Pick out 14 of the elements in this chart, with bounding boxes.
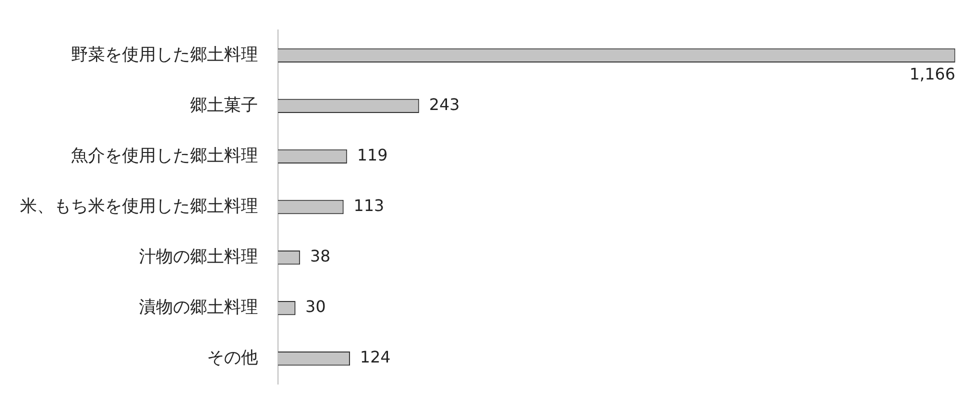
data-label: 119: [357, 146, 388, 165]
data-label: 113: [354, 196, 384, 216]
data-label: 38: [310, 246, 330, 266]
y-tick-label: 米、もち米を使用した郷土料理: [20, 196, 258, 216]
data-label: 243: [429, 95, 460, 114]
y-tick-label: 漬物の郷土料理: [139, 297, 258, 318]
y-tick-label: その他: [207, 348, 258, 368]
y-tick-label: 郷土菓子: [190, 95, 258, 116]
data-label: 1,166: [909, 64, 956, 84]
y-tick-label: 魚介を使用した郷土料理: [71, 146, 258, 166]
data-label: 30: [305, 297, 326, 316]
y-tick-label: 汁物の郷土料理: [139, 246, 258, 267]
y-tick-label: 野菜を使用した郷土料理: [71, 44, 258, 65]
data-label: 124: [360, 348, 391, 367]
